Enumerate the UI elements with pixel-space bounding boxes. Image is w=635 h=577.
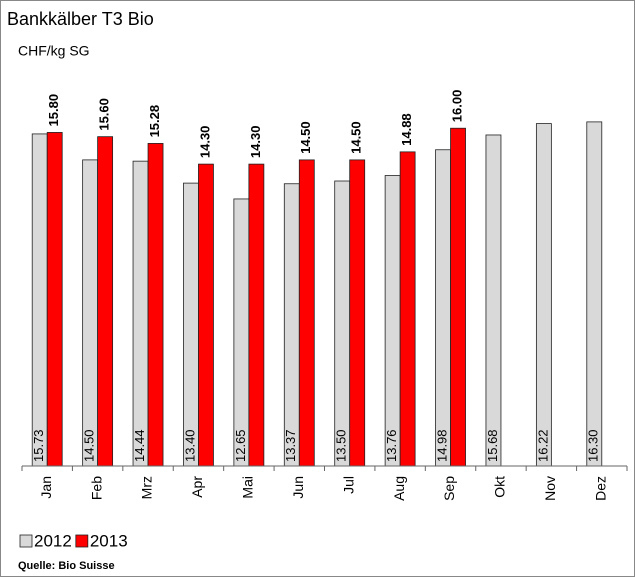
bar (586, 121, 603, 467)
value-label: 15.28 (147, 105, 162, 138)
value-label: 12.65 (233, 429, 248, 462)
x-tick-label: Mrz (139, 476, 155, 499)
legend-swatch (75, 534, 89, 548)
bar (248, 163, 265, 467)
x-tick-label: Feb (88, 476, 104, 500)
source: Quelle: Bio Suisse (18, 560, 115, 572)
value-label: 14.50 (349, 121, 364, 154)
bar (435, 149, 451, 467)
value-label: 15.68 (485, 429, 500, 462)
value-label: 14.30 (197, 126, 212, 159)
value-label: 13.37 (283, 429, 298, 462)
value-label: 14.50 (82, 429, 97, 462)
value-label: 16.00 (449, 90, 464, 123)
bar (82, 159, 99, 467)
bar (298, 159, 315, 467)
bar (535, 123, 552, 467)
value-label: 13.76 (384, 429, 399, 462)
value-label: 15.73 (31, 429, 46, 462)
chart-subtitle: CHF/kg SG (18, 43, 90, 59)
x-tick-label: Apr (189, 476, 205, 498)
value-label: 14.50 (298, 121, 313, 154)
value-label: 14.30 (248, 126, 263, 159)
x-tick-label: Jul (340, 476, 356, 494)
bar (132, 160, 149, 467)
x-tick-label: Okt (492, 476, 508, 498)
bar (450, 127, 466, 467)
value-label: 16.30 (586, 429, 601, 462)
bar (283, 183, 300, 467)
value-label: 14.88 (399, 113, 414, 146)
x-tick-label: Nov (542, 476, 558, 501)
legend-label: 2013 (90, 531, 128, 550)
bar (147, 143, 164, 467)
legend-label: 2012 (34, 531, 72, 550)
bar (198, 163, 214, 467)
chart-title: Bankkälber T3 Bio (7, 9, 154, 29)
x-tick-label: Sep (441, 476, 457, 501)
value-label: 13.40 (182, 429, 197, 462)
value-label: 14.98 (434, 429, 449, 462)
bar (183, 182, 199, 467)
value-label: 15.80 (46, 94, 61, 127)
bar (233, 198, 250, 467)
bar (485, 134, 502, 467)
x-tick-label: Mai (240, 476, 256, 499)
bar (46, 132, 63, 467)
value-label: 14.44 (132, 429, 147, 462)
bar (31, 133, 48, 467)
bar (384, 175, 401, 467)
x-tick-label: Dez (592, 476, 608, 501)
x-tick-label: Jan (38, 476, 54, 499)
bar (334, 180, 351, 467)
value-label: 15.60 (97, 98, 112, 131)
value-label: 13.50 (334, 429, 349, 462)
legend-swatch (19, 534, 33, 548)
bar (399, 151, 416, 467)
x-tick-label: Aug (391, 476, 407, 501)
x-tick-label: Jun (290, 476, 306, 499)
bar (349, 159, 366, 467)
value-label: 16.22 (535, 429, 550, 462)
bar (97, 136, 114, 467)
